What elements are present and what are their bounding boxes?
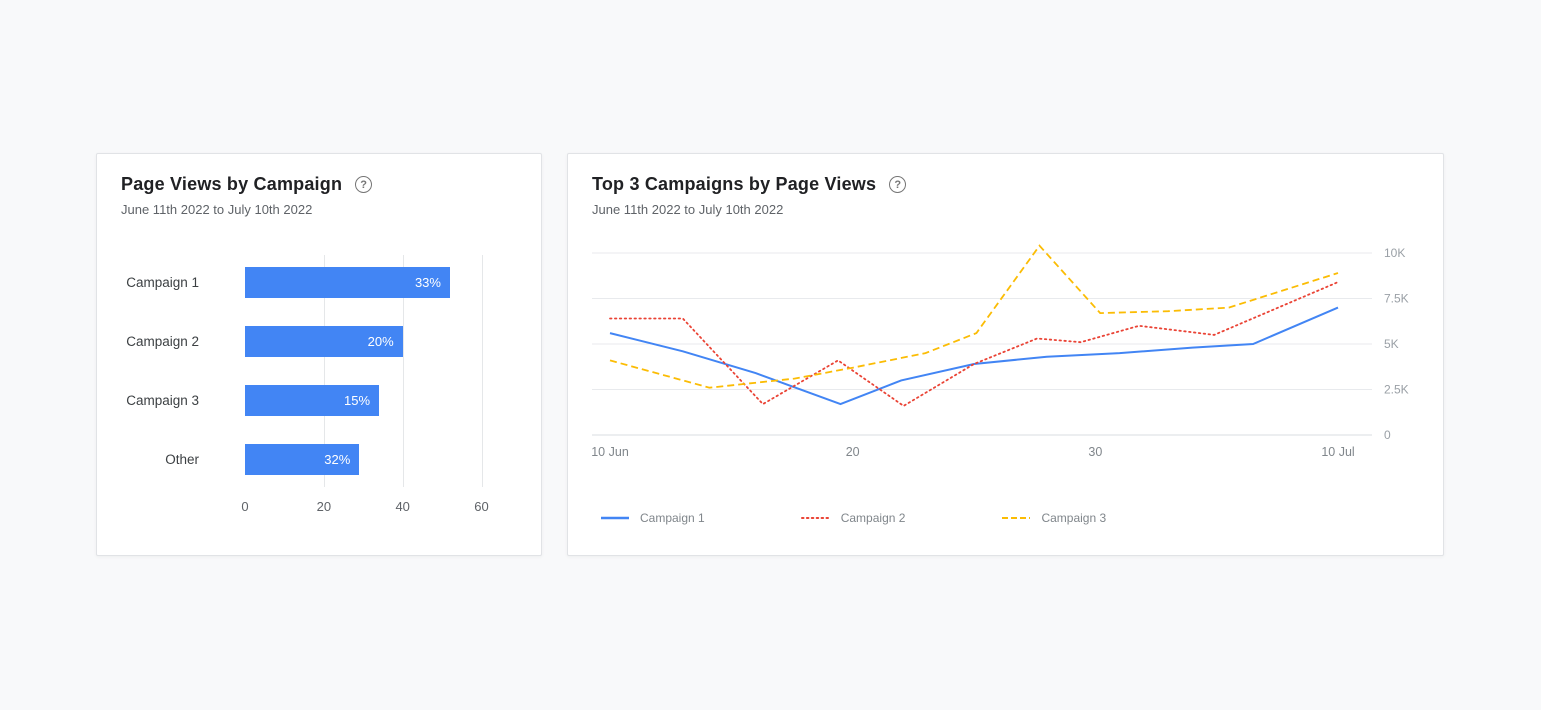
date-range-subtitle: June 11th 2022 to July 10th 2022 (121, 202, 313, 217)
card-page-views-by-campaign: Page Views by Campaign ? June 11th 2022 … (96, 153, 542, 556)
gridline (402, 255, 404, 487)
line-chart-svg[interactable]: 0 2.5K 5K 7.5K 10K 10 Jun 20 30 10 Jul (591, 243, 1421, 465)
bar-gridlines (245, 255, 517, 487)
bar-row: Other 32% (121, 430, 517, 489)
bar-campaign-3[interactable]: 15% (245, 385, 380, 416)
bar-row: Campaign 1 33% (121, 253, 517, 312)
series-line-campaign-3[interactable] (609, 244, 1339, 389)
x-tick-label: 0 (241, 499, 249, 514)
bar-other[interactable]: 32% (245, 444, 360, 475)
chart-title: Page Views by Campaign (121, 174, 343, 194)
x-tick-label: 20 (846, 445, 860, 459)
legend-item-campaign-1[interactable]: Campaign 1 (601, 511, 705, 525)
x-tick-label: 10 Jul (1321, 445, 1354, 459)
card-header: Top 3 Campaigns by Page Views ? (592, 174, 1419, 195)
category-label: Campaign 3 (126, 393, 199, 408)
legend-swatch (1002, 517, 1031, 519)
bar-row: Campaign 2 20% (121, 312, 517, 371)
bar-chart-rows: Campaign 1 33% Campaign 2 20% Campaign 3 15% O… (121, 253, 517, 489)
y-tick-label: 5K (1384, 337, 1399, 351)
bar-value-label: 20% (367, 334, 394, 349)
bar-campaign-1[interactable]: 33% (245, 267, 450, 298)
legend-swatch (601, 516, 629, 520)
category-label: Campaign 2 (126, 334, 199, 349)
bar-chart: Campaign 1 33% Campaign 2 20% Campaign 3 15% O… (121, 253, 517, 519)
bar-value-label: 33% (414, 275, 441, 290)
y-tick-label: 7.5K (1384, 292, 1409, 306)
x-tick-label: 30 (1088, 445, 1102, 459)
bar-campaign-2[interactable]: 20% (245, 326, 403, 357)
legend-item-campaign-2[interactable]: Campaign 2 (800, 511, 906, 525)
gridline (481, 255, 483, 487)
card-top-3-campaigns: Top 3 Campaigns by Page Views ? June 11t… (567, 153, 1444, 556)
date-range-subtitle: June 11th 2022 to July 10th 2022 (592, 202, 784, 217)
help-icon[interactable]: ? (355, 176, 373, 193)
y-tick-label: 2.5K (1384, 383, 1409, 397)
bar-track: 20% (245, 326, 517, 357)
line-chart: 0 2.5K 5K 7.5K 10K 10 Jun 20 30 10 Jul Campaign … (591, 243, 1421, 525)
legend-item-campaign-3[interactable]: Campaign 3 (1002, 511, 1106, 525)
series-line-campaign-1[interactable] (609, 306, 1339, 406)
x-tick-label: 10 Jun (591, 445, 629, 459)
bar-x-axis: 0 20 40 60 (241, 491, 517, 519)
bar-value-label: 15% (343, 393, 371, 408)
category-label: Other (165, 452, 199, 467)
bar-track: 32% (245, 444, 517, 475)
legend-swatch (800, 517, 831, 519)
help-icon[interactable]: ? (889, 176, 907, 193)
gridline (323, 255, 325, 487)
bar-value-label: 32% (324, 452, 351, 467)
legend-label: Campaign 3 (1041, 511, 1107, 525)
legend: Campaign 1 Campaign 2 Campaign 3 (601, 511, 1419, 525)
y-tick-label: 0 (1384, 428, 1391, 442)
legend-label: Campaign 2 (840, 511, 906, 525)
x-tick-label: 60 (474, 499, 489, 514)
bar-plot[interactable]: Campaign 1 33% Campaign 2 20% Campaign 3 15% O… (121, 253, 517, 489)
category-label: Campaign 1 (126, 275, 199, 290)
x-tick-label: 20 (316, 499, 332, 514)
legend-label: Campaign 1 (640, 511, 705, 525)
x-tick-label: 40 (395, 499, 410, 514)
y-tick-label: 10K (1384, 246, 1405, 260)
bar-track: 33% (245, 267, 517, 298)
series-line-campaign-2[interactable] (609, 281, 1339, 407)
card-header: Page Views by Campaign ? (121, 174, 517, 195)
chart-title: Top 3 Campaigns by Page Views (592, 174, 877, 194)
bar-row: Campaign 3 15% (121, 371, 517, 430)
bar-track: 15% (245, 385, 517, 416)
